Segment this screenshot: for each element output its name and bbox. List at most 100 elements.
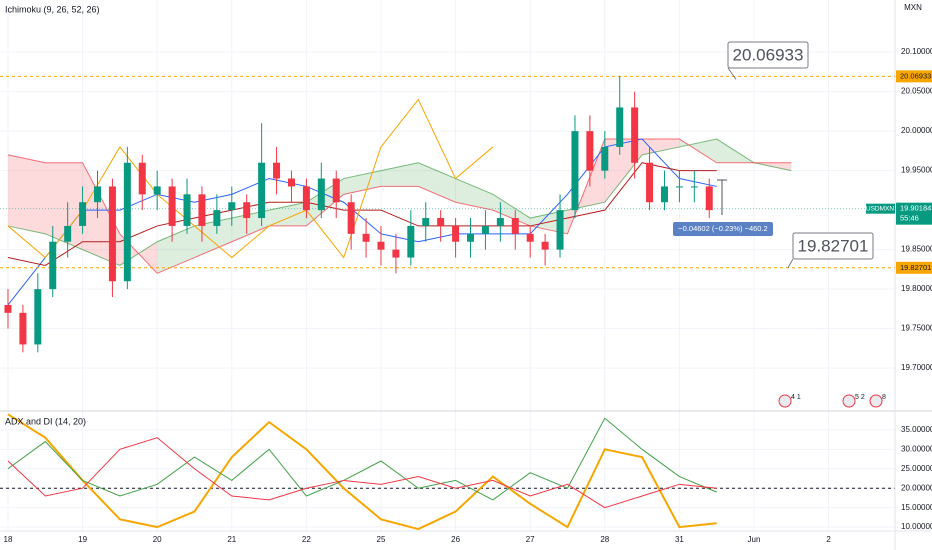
- callout-pointer: [727, 67, 737, 80]
- cloud-fill: [7, 154, 46, 234]
- callout-label: 19.82701: [798, 236, 869, 255]
- candle-body: [541, 241, 549, 250]
- y-tick-label: 20.00000: [901, 483, 932, 492]
- cloud-fill: [269, 202, 307, 226]
- candle-body: [467, 233, 475, 242]
- candle-body: [437, 218, 445, 226]
- candle-body: [198, 194, 206, 226]
- x-tick-label: 31: [675, 535, 684, 544]
- y-tick-label: 15.00000: [901, 503, 932, 512]
- candle-body: [705, 186, 713, 211]
- cloud-fill: [194, 218, 232, 258]
- y-tick-label: 35.00000: [901, 425, 932, 434]
- cloud-fill: [455, 178, 493, 211]
- x-tick-label: 26: [451, 535, 460, 544]
- level-tag-label: 20.06933: [900, 71, 931, 80]
- cloud-fill: [642, 139, 680, 155]
- indicator-line: [7, 413, 717, 531]
- measure-box: [673, 222, 773, 236]
- indicator-line: [7, 98, 494, 259]
- x-tick-label: Jun: [748, 535, 761, 544]
- event-label: 4 1: [791, 394, 801, 401]
- candle-body: [646, 162, 654, 203]
- y-tick-label: 10.00000: [901, 522, 932, 531]
- main-pane: [0, 75, 895, 353]
- measure-label: −0.04602 (−0.23%) −460.2: [678, 224, 767, 233]
- y-tick-label: 20.00000: [901, 126, 932, 135]
- candle-body: [660, 186, 668, 203]
- y-tick-label: 20.05000: [901, 87, 932, 96]
- callout-label: 20.06933: [733, 45, 804, 64]
- candle-body: [332, 178, 340, 203]
- event-flag: [842, 394, 856, 408]
- candle-body: [616, 107, 624, 147]
- candle-body: [49, 241, 57, 290]
- candle-body: [675, 186, 683, 188]
- candle-body: [317, 178, 325, 211]
- candle-body: [273, 162, 281, 179]
- price-tag-label: 19.90184: [900, 204, 931, 213]
- y-tick-label: 30.00000: [901, 444, 932, 453]
- candle-body: [4, 304, 12, 313]
- x-tick-label: 28: [600, 535, 609, 544]
- event-flag: [778, 394, 792, 408]
- y-tick-label: 19.80000: [901, 284, 932, 293]
- symbol-label: USDMXN: [866, 205, 894, 212]
- candle-body: [34, 289, 42, 345]
- candle-body: [526, 233, 534, 242]
- candle-body: [94, 186, 102, 203]
- x-tick-label: 2: [826, 535, 831, 544]
- x-tick-label: 27: [526, 535, 535, 544]
- y-tick-label: 19.70000: [901, 363, 932, 372]
- candle-body: [407, 225, 415, 258]
- event-label: 8: [882, 394, 886, 401]
- x-tick-label: 18: [4, 535, 13, 544]
- x-tick-label: 22: [302, 535, 311, 544]
- adx-pane: [0, 413, 895, 531]
- candle-body: [213, 210, 221, 226]
- y-tick-label: 25.00000: [901, 464, 932, 473]
- event-label: 5 2: [855, 394, 865, 401]
- level-tag: [896, 70, 932, 83]
- candle-body: [183, 194, 191, 226]
- callout-pointer: [787, 258, 794, 269]
- y-tick-label: 19.95000: [901, 166, 932, 175]
- indicator-line: [7, 417, 717, 501]
- candle-body: [452, 225, 460, 242]
- callout-box: [792, 232, 874, 260]
- candle-body: [258, 162, 266, 219]
- level-tag-label: 19.82701: [900, 263, 931, 272]
- event-flag: [869, 394, 883, 408]
- candle-body: [228, 202, 236, 211]
- candle-body: [287, 178, 295, 187]
- candle-body: [108, 186, 116, 282]
- level-tag: [896, 261, 932, 274]
- y-tick-label: 20.10000: [901, 47, 932, 56]
- candle-body: [422, 218, 430, 226]
- candle-body: [392, 249, 400, 258]
- candle-body: [377, 241, 385, 250]
- candle-body: [586, 131, 594, 171]
- candle-body: [631, 107, 639, 163]
- indicator-title: ADX and DI (14, 20): [5, 416, 86, 426]
- countdown: 55:46: [900, 214, 919, 223]
- candle-body: [153, 186, 161, 195]
- cloud-fill: [418, 162, 456, 203]
- cloud-fill: [45, 162, 83, 250]
- x-tick-label: 21: [227, 535, 236, 544]
- currency: MXN: [904, 3, 922, 12]
- candle-body: [19, 312, 27, 345]
- cloud-fill: [492, 194, 531, 226]
- candle-body: [138, 162, 146, 195]
- candle-body: [481, 225, 489, 234]
- symbol-tag: [866, 203, 895, 214]
- price-tag: [896, 202, 932, 225]
- indicator-title: Ichimoku (9, 26, 52, 26): [5, 4, 100, 14]
- candle-body: [347, 202, 355, 234]
- candle-body: [690, 186, 698, 188]
- candle-body: [302, 186, 310, 211]
- x-tick-label: 20: [153, 535, 162, 544]
- callout-box: [727, 41, 809, 69]
- candle-body: [601, 146, 609, 171]
